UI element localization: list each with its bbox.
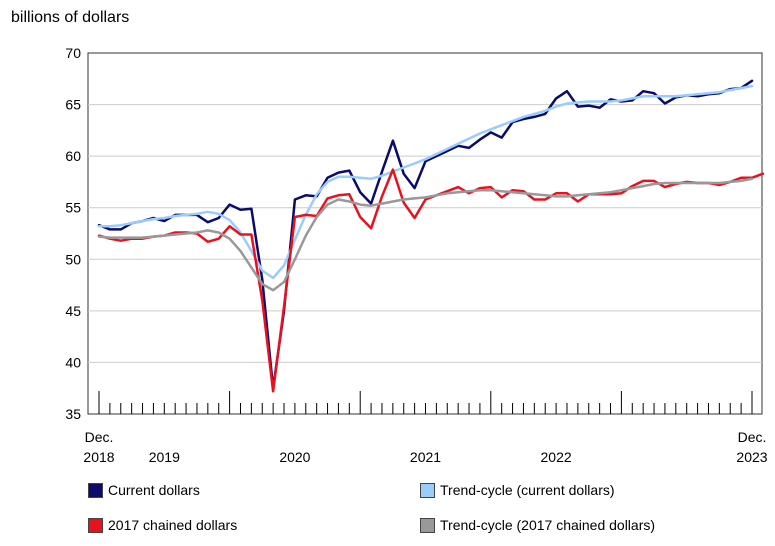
legend-label: Trend-cycle (current dollars) [440,482,615,498]
legend-swatch-current-dollars [88,482,103,498]
series-line-1 [97,79,754,390]
x-tick-label: 2020 [279,449,310,465]
legend-swatch-chained-dollars [88,517,103,533]
y-tick-label: 60 [65,148,81,164]
legend-item-chained-dollars: 2017 chained dollars [88,517,237,533]
legend-item-current-dollars: Current dollars [88,482,200,498]
legend-label: 2017 chained dollars [108,517,238,533]
legend-label: Current dollars [108,482,200,498]
legend-swatch-trend-current [420,482,435,498]
legend-swatch-trend-chained [420,517,435,533]
legend-item-trend-chained: Trend-cycle (2017 chained dollars) [420,517,655,533]
y-tick-label: 65 [65,97,81,113]
y-tick-label: 45 [65,303,81,319]
legend-item-trend-current: Trend-cycle (current dollars) [420,482,615,498]
x-tick-label: Dec. [738,429,767,445]
x-tick-label: 2021 [410,449,441,465]
y-axis-title: billions of dollars [11,9,130,26]
series-line-2 [97,84,754,280]
legend-label: Trend-cycle (2017 chained dollars) [440,517,656,533]
series-line-3 [97,168,765,393]
x-tick-label: 2019 [149,449,180,465]
y-tick-label: 40 [65,354,81,370]
x-tick-label: 2023 [736,449,767,465]
y-tick-label: 55 [65,200,81,216]
x-tick-label: 2018 [83,449,114,465]
y-tick-label: 70 [65,45,81,61]
y-tick-label: 35 [65,406,81,422]
x-tick-label: Dec. [85,429,114,445]
x-tick-label: 2022 [541,449,572,465]
series-line-4 [97,177,754,292]
y-tick-label: 50 [65,251,81,267]
